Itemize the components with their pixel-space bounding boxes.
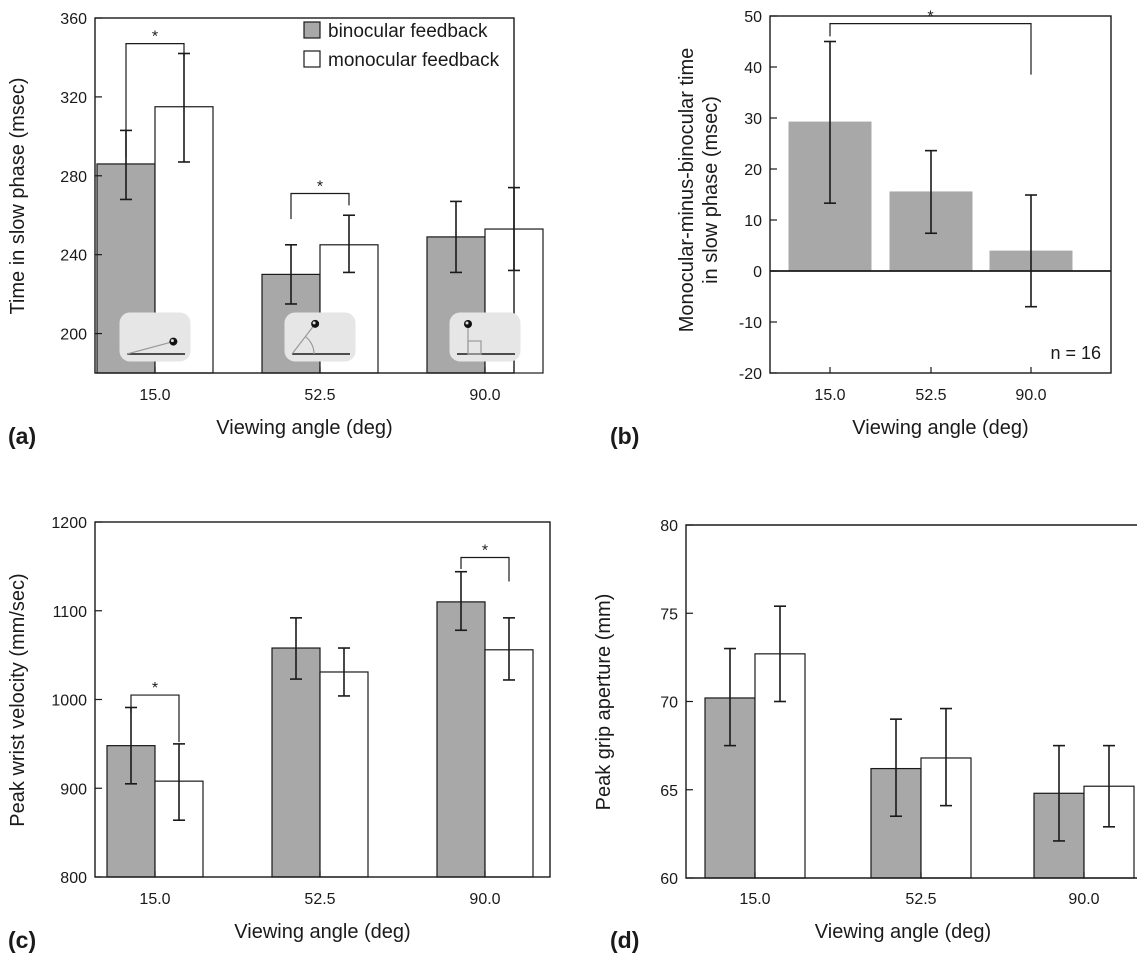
viewing-angle-icon	[449, 312, 521, 362]
x-tick-label: 15.0	[739, 891, 770, 908]
legend-label: binocular feedback	[328, 21, 488, 42]
significance-star: *	[317, 179, 323, 196]
y-axis-label: Time in slow phase (msec)	[7, 77, 29, 314]
x-tick-label: 90.0	[1015, 387, 1046, 404]
bar	[484, 649, 534, 878]
chart-panel-2: -20 -10 0 10 20 30 40 50 15.0 52.5 90.0 Viewing ang…	[610, 9, 1112, 449]
icon-eye-highlight	[170, 339, 174, 343]
x-axis-label: Viewing angle (deg)	[852, 417, 1028, 439]
y-tick-label: 80	[660, 518, 678, 535]
y-tick-label: 1000	[51, 693, 87, 710]
significance-bracket	[125, 43, 185, 159]
x-tick-label: 15.0	[139, 891, 170, 908]
y-tick-label: 1100	[53, 604, 88, 621]
x-tick-label: 52.5	[304, 891, 335, 908]
significance-bracket	[829, 23, 1032, 75]
x-tick-label: 90.0	[1068, 891, 1099, 908]
y-axis-label: Peak wrist velocity (mm/sec)	[7, 573, 29, 826]
panel-letter: (a)	[8, 423, 36, 449]
x-axis-label: Viewing angle (deg)	[216, 417, 392, 439]
legend-label: monocular feedback	[328, 50, 500, 71]
bar	[319, 671, 369, 878]
significance-star: *	[482, 543, 488, 560]
y-tick-label: 900	[60, 781, 87, 798]
icon-angle-arc	[305, 336, 315, 355]
y-tick-label: 200	[60, 327, 87, 344]
y-tick-label: -10	[739, 315, 762, 332]
x-tick-label: 52.5	[304, 387, 335, 404]
x-axis-label: Viewing angle (deg)	[815, 921, 991, 943]
bar	[271, 647, 321, 878]
significance-star: *	[152, 680, 158, 697]
icon-sight-line	[126, 340, 174, 355]
y-tick-label: 1200	[51, 515, 87, 532]
y-axis-label: Peak grip aperture (mm)	[593, 594, 615, 811]
y-tick-label: 240	[60, 248, 87, 265]
y-tick-label: 50	[744, 9, 762, 26]
x-tick-label: 90.0	[469, 891, 500, 908]
x-tick-label: 90.0	[469, 387, 500, 404]
plot-frame	[769, 15, 1112, 374]
y-tick-label: 320	[60, 90, 87, 107]
significance-star: *	[152, 29, 158, 46]
y-tick-label: 0	[753, 264, 762, 281]
y-tick-label: 60	[660, 871, 678, 888]
plot-frame	[94, 17, 515, 374]
x-tick-label: 15.0	[814, 387, 845, 404]
icon-right-angle	[467, 340, 482, 355]
y-tick-label: 75	[660, 606, 678, 623]
y-tick-label: 65	[660, 783, 678, 800]
y-tick-label: 10	[744, 213, 762, 230]
significance-bracket	[460, 556, 510, 582]
y-tick-label: -20	[739, 366, 762, 383]
panel-letter: (b)	[610, 423, 639, 449]
viewing-angle-icon	[119, 312, 191, 362]
x-tick-label: 52.5	[905, 891, 936, 908]
x-tick-label: 52.5	[915, 387, 946, 404]
panel-letter: (d)	[610, 927, 639, 953]
chart-panel-1: 200 240 280 320 360 15.0 52.5 90.0 Viewing angle…	[7, 11, 544, 449]
icon-sight-line	[291, 323, 316, 355]
y-axis-label: Monocular-minus-binocular time	[676, 48, 698, 333]
legend-swatch	[303, 21, 321, 39]
y-tick-label: 360	[60, 11, 87, 28]
panel-letter: (c)	[8, 927, 36, 953]
sample-size-label: n = 16	[1050, 343, 1101, 363]
significance-bracket	[130, 694, 180, 743]
y-axis-label: in slow phase (msec)	[700, 96, 722, 284]
x-tick-label: 15.0	[139, 387, 170, 404]
icon-eye-highlight	[312, 321, 316, 325]
legend: binocular feedback monocular feedback	[303, 21, 500, 71]
icon-background	[119, 312, 191, 362]
legend-swatch	[303, 50, 321, 68]
icon-background	[284, 312, 356, 362]
icon-eye-highlight	[465, 321, 469, 325]
y-tick-label: 40	[744, 60, 762, 77]
y-tick-label: 20	[744, 162, 762, 179]
y-tick-label: 70	[660, 695, 678, 712]
x-axis-label: Viewing angle (deg)	[234, 921, 410, 943]
significance-star: *	[927, 9, 933, 26]
chart-panel-4: 60 65 70 75 80 15.0 52.5 90.0 Viewing angle (deg…	[593, 518, 1137, 953]
y-tick-label: 30	[744, 111, 762, 128]
y-tick-label: 800	[60, 870, 87, 887]
significance-bracket	[290, 192, 350, 220]
bar	[436, 601, 486, 878]
chart-panel-3: 800 900 1000 1100 1200 15.0 52.5 90.0 Viewing an…	[7, 515, 551, 953]
y-tick-label: 280	[60, 169, 87, 186]
viewing-angle-icon	[284, 312, 356, 362]
